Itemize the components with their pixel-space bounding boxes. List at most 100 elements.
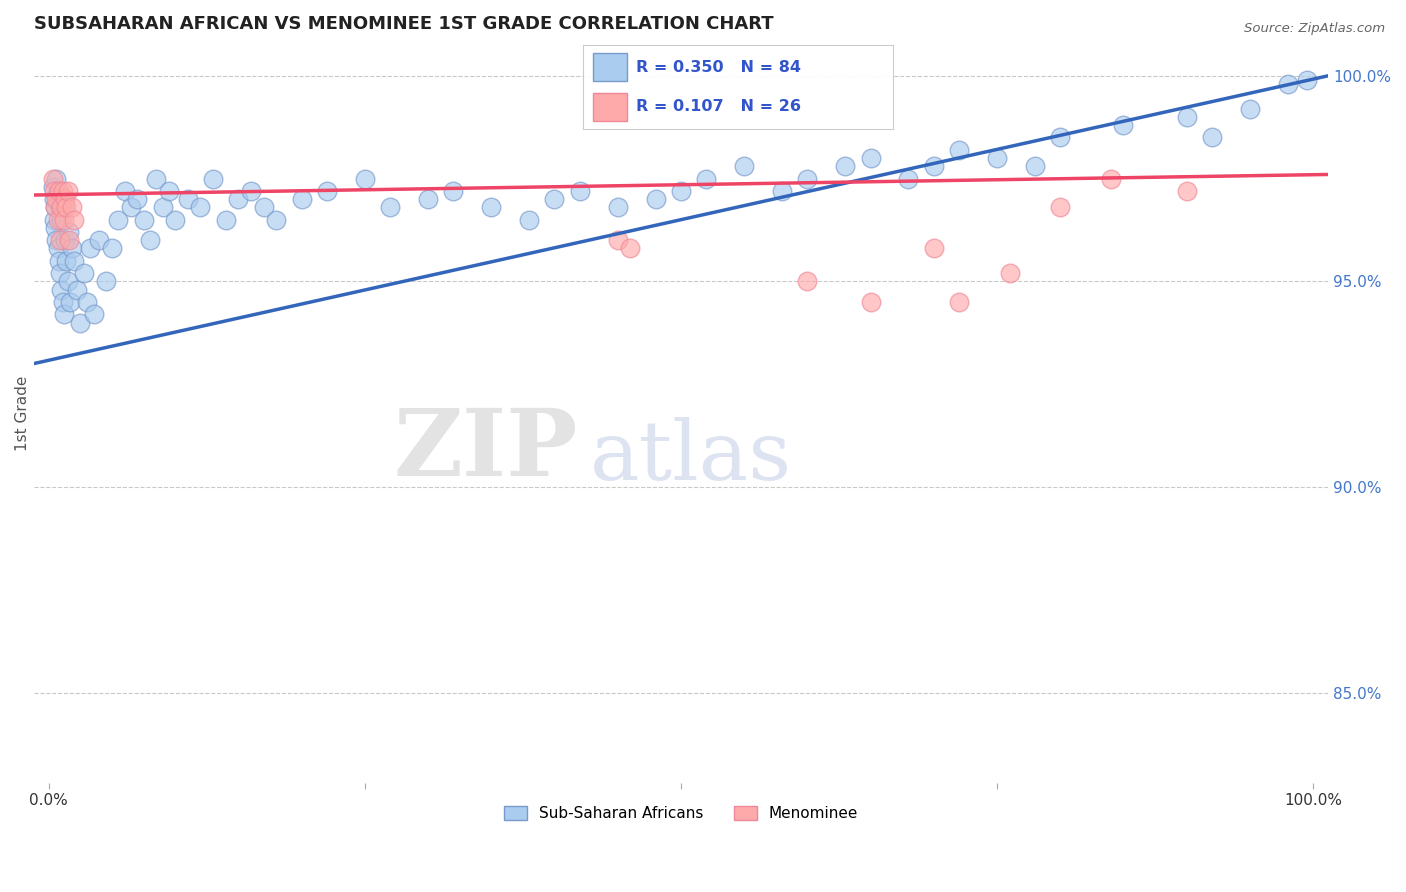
Point xyxy=(859,294,882,309)
Point xyxy=(202,171,225,186)
Point xyxy=(316,184,339,198)
Point xyxy=(266,212,288,227)
Point xyxy=(416,192,439,206)
Point xyxy=(834,159,856,173)
Point xyxy=(517,212,540,227)
Point xyxy=(65,283,87,297)
Point xyxy=(139,233,162,247)
Point xyxy=(51,212,73,227)
Point xyxy=(45,171,67,186)
Point xyxy=(44,200,66,214)
Point xyxy=(49,233,72,247)
Point xyxy=(94,274,117,288)
Point xyxy=(669,184,692,198)
Point xyxy=(695,171,717,186)
Point xyxy=(42,192,65,206)
Point xyxy=(89,233,111,247)
Point xyxy=(152,200,174,214)
Point xyxy=(796,274,818,288)
Point xyxy=(619,242,641,256)
Point xyxy=(215,212,238,227)
Point xyxy=(190,200,212,214)
Point xyxy=(46,184,69,198)
Point xyxy=(52,192,75,206)
FancyBboxPatch shape xyxy=(593,93,627,120)
Point xyxy=(48,253,70,268)
Point xyxy=(353,171,375,186)
Point xyxy=(73,266,96,280)
Point xyxy=(948,294,970,309)
Point xyxy=(45,233,67,247)
Point xyxy=(127,192,149,206)
Point xyxy=(53,233,76,247)
Point xyxy=(145,171,167,186)
Point xyxy=(998,266,1021,280)
Point xyxy=(48,192,70,206)
Point xyxy=(41,171,63,186)
Point xyxy=(79,242,101,256)
Point xyxy=(859,151,882,165)
Text: SUBSAHARAN AFRICAN VS MENOMINEE 1ST GRADE CORRELATION CHART: SUBSAHARAN AFRICAN VS MENOMINEE 1ST GRAD… xyxy=(34,15,773,33)
Point xyxy=(1201,130,1223,145)
Point xyxy=(60,200,83,214)
Point xyxy=(114,184,136,198)
Point xyxy=(41,179,63,194)
Point xyxy=(52,200,75,214)
Point xyxy=(51,283,73,297)
Point xyxy=(42,184,65,198)
Point xyxy=(44,200,66,214)
Point xyxy=(177,192,200,206)
Point xyxy=(55,200,77,214)
Point xyxy=(1112,118,1135,132)
Point xyxy=(165,212,187,227)
Point xyxy=(441,184,464,198)
Point xyxy=(51,200,73,214)
Point xyxy=(52,184,75,198)
Point xyxy=(44,221,66,235)
Legend: Sub-Saharan Africans, Menominee: Sub-Saharan Africans, Menominee xyxy=(498,800,865,827)
Point xyxy=(796,171,818,186)
Point xyxy=(60,242,83,256)
Point xyxy=(157,184,180,198)
Point xyxy=(1277,77,1299,91)
Point xyxy=(45,192,67,206)
Point xyxy=(479,200,502,214)
Point xyxy=(58,233,80,247)
Point xyxy=(606,200,628,214)
Point xyxy=(228,192,250,206)
Point xyxy=(59,294,82,309)
Y-axis label: 1st Grade: 1st Grade xyxy=(15,376,30,450)
Point xyxy=(46,242,69,256)
Point xyxy=(42,212,65,227)
Point xyxy=(922,242,945,256)
Point xyxy=(1099,171,1122,186)
Point xyxy=(63,212,86,227)
Point xyxy=(770,184,793,198)
Point xyxy=(52,307,75,321)
Point xyxy=(948,143,970,157)
Text: ZIP: ZIP xyxy=(394,405,578,495)
Point xyxy=(922,159,945,173)
Point xyxy=(56,184,79,198)
Point xyxy=(1175,110,1198,124)
Point xyxy=(1239,102,1261,116)
Point xyxy=(83,307,105,321)
Point xyxy=(253,200,276,214)
Point xyxy=(49,266,72,280)
Point xyxy=(52,294,75,309)
Point xyxy=(378,200,401,214)
FancyBboxPatch shape xyxy=(593,54,627,81)
Point xyxy=(107,212,129,227)
Point xyxy=(1049,130,1071,145)
Point xyxy=(568,184,591,198)
Point xyxy=(101,242,124,256)
Point xyxy=(52,212,75,227)
Point xyxy=(46,212,69,227)
Point xyxy=(58,225,80,239)
Point xyxy=(56,274,79,288)
Point xyxy=(644,192,666,206)
Point xyxy=(1024,159,1046,173)
Point xyxy=(606,233,628,247)
Point xyxy=(132,212,155,227)
Point xyxy=(543,192,565,206)
